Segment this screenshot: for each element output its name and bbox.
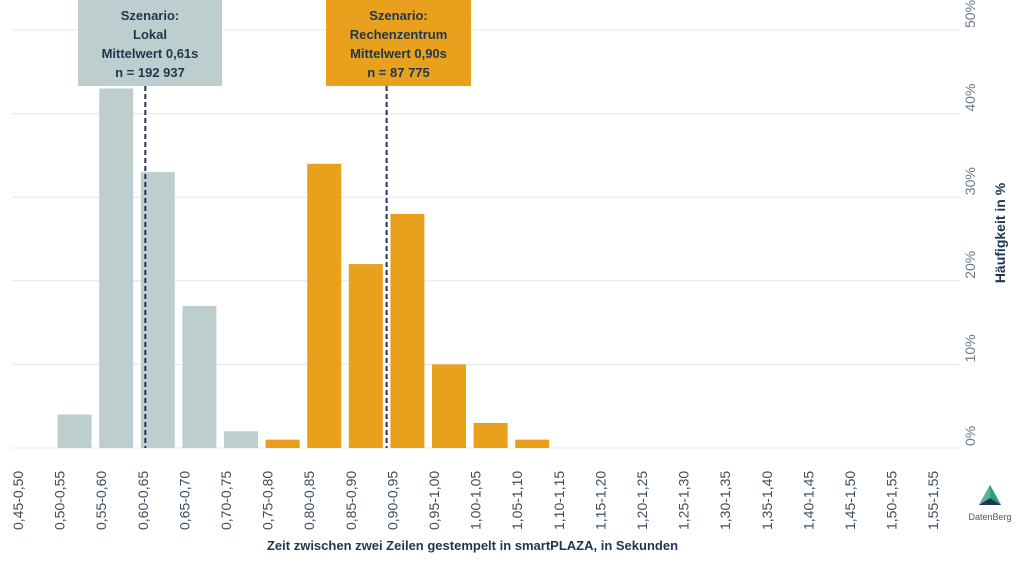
annotation-lokal-line-3: Mittelwert 0,61s	[101, 46, 199, 61]
annotation-lokal-line-1: Szenario:	[120, 8, 180, 23]
x-tick-label: 1,45-1,50	[842, 471, 858, 530]
x-tick-label: 0,95-1,00	[426, 471, 442, 530]
annotation-lokal-line-4: n = 192 937	[115, 65, 185, 80]
x-axis-label: Zeit zwischen zwei Zeilen gestempelt in …	[266, 538, 679, 553]
x-tick-label: 1,35-1,40	[759, 471, 775, 530]
bar	[390, 213, 425, 448]
bar	[265, 439, 300, 448]
x-tick-label: 1,40-1,45	[800, 471, 816, 530]
x-tick-label: 1,05-1,10	[509, 471, 525, 530]
bar	[307, 163, 342, 448]
bar	[348, 264, 383, 448]
x-tick-label: 1,20-1,25	[634, 471, 650, 530]
y-tick-label: 30%	[962, 167, 978, 195]
logo-text: DatenBerg	[968, 512, 1012, 522]
x-tick-label: 0,65-0,70	[176, 471, 192, 530]
y-tick-label: 40%	[962, 84, 978, 112]
x-tick-label: 1,00-1,05	[468, 471, 484, 530]
y-tick-label: 50%	[962, 0, 978, 28]
annotation-rz-line-1: Szenario:	[369, 8, 428, 23]
annotation-lokal: Szenario: Lokal Mittelwert 0,61s n = 192…	[78, 0, 222, 86]
annotation-lokal-line-2: Lokal	[133, 27, 167, 42]
x-tick-label: 1,25-1,30	[676, 471, 692, 530]
x-tick-label: 0,70-0,75	[218, 471, 234, 530]
x-tick-label: 0,50-0,55	[52, 471, 68, 530]
x-tick-label: 0,55-0,60	[93, 471, 109, 530]
x-tick-label: 0,75-0,80	[260, 471, 276, 530]
mean-lines	[144, 86, 388, 448]
x-tick-label: 1,10-1,15	[551, 471, 567, 530]
y-axis-label: Häufigkeit in %	[992, 182, 1008, 284]
bar	[432, 364, 466, 448]
bar	[473, 422, 508, 448]
x-tick-label: 0,45-0,50	[10, 471, 26, 530]
annotation-rz-line-3: Mittelwert 0,90s	[350, 46, 447, 61]
x-tick-label: 0,80-0,85	[301, 471, 317, 530]
y-tick-labels: 0% 10% 20% 30% 40% 50%	[962, 0, 978, 446]
x-tick-label: 1,30-1,35	[717, 471, 733, 530]
y-tick-label: 0%	[962, 426, 978, 446]
bar	[515, 439, 550, 448]
datenberg-logo: DatenBerg	[962, 484, 1018, 522]
x-tick-label: 0,90-0,95	[384, 471, 400, 530]
annotation-rz-line-4: n = 87 775	[367, 65, 430, 80]
x-tick-label: 0,85-0,90	[343, 471, 359, 530]
x-tick-label: 1,15-1,20	[592, 471, 608, 530]
x-tick-label: 1,50-1,55	[884, 471, 900, 530]
y-tick-label: 20%	[962, 251, 978, 279]
annotation-rz-line-2: Rechenzentrum	[349, 27, 448, 42]
annotation-rechenzentrum: Szenario: Rechenzentrum Mittelwert 0,90s…	[326, 0, 471, 86]
x-tick-label: 0,60-0,65	[135, 471, 151, 530]
bar	[57, 414, 92, 448]
x-tick-label: 1,55-1,55	[925, 471, 941, 530]
y-tick-label: 10%	[962, 334, 978, 362]
x-tick-labels: 0,45-0,50 0,50-0,55 0,55-0,60 0,60-0,65 0,65…	[10, 471, 941, 530]
bar	[99, 88, 134, 449]
bar	[224, 431, 258, 448]
bar	[140, 172, 175, 448]
bar	[182, 305, 217, 448]
bars	[57, 88, 550, 449]
mountain-logo-icon	[979, 485, 1001, 505]
